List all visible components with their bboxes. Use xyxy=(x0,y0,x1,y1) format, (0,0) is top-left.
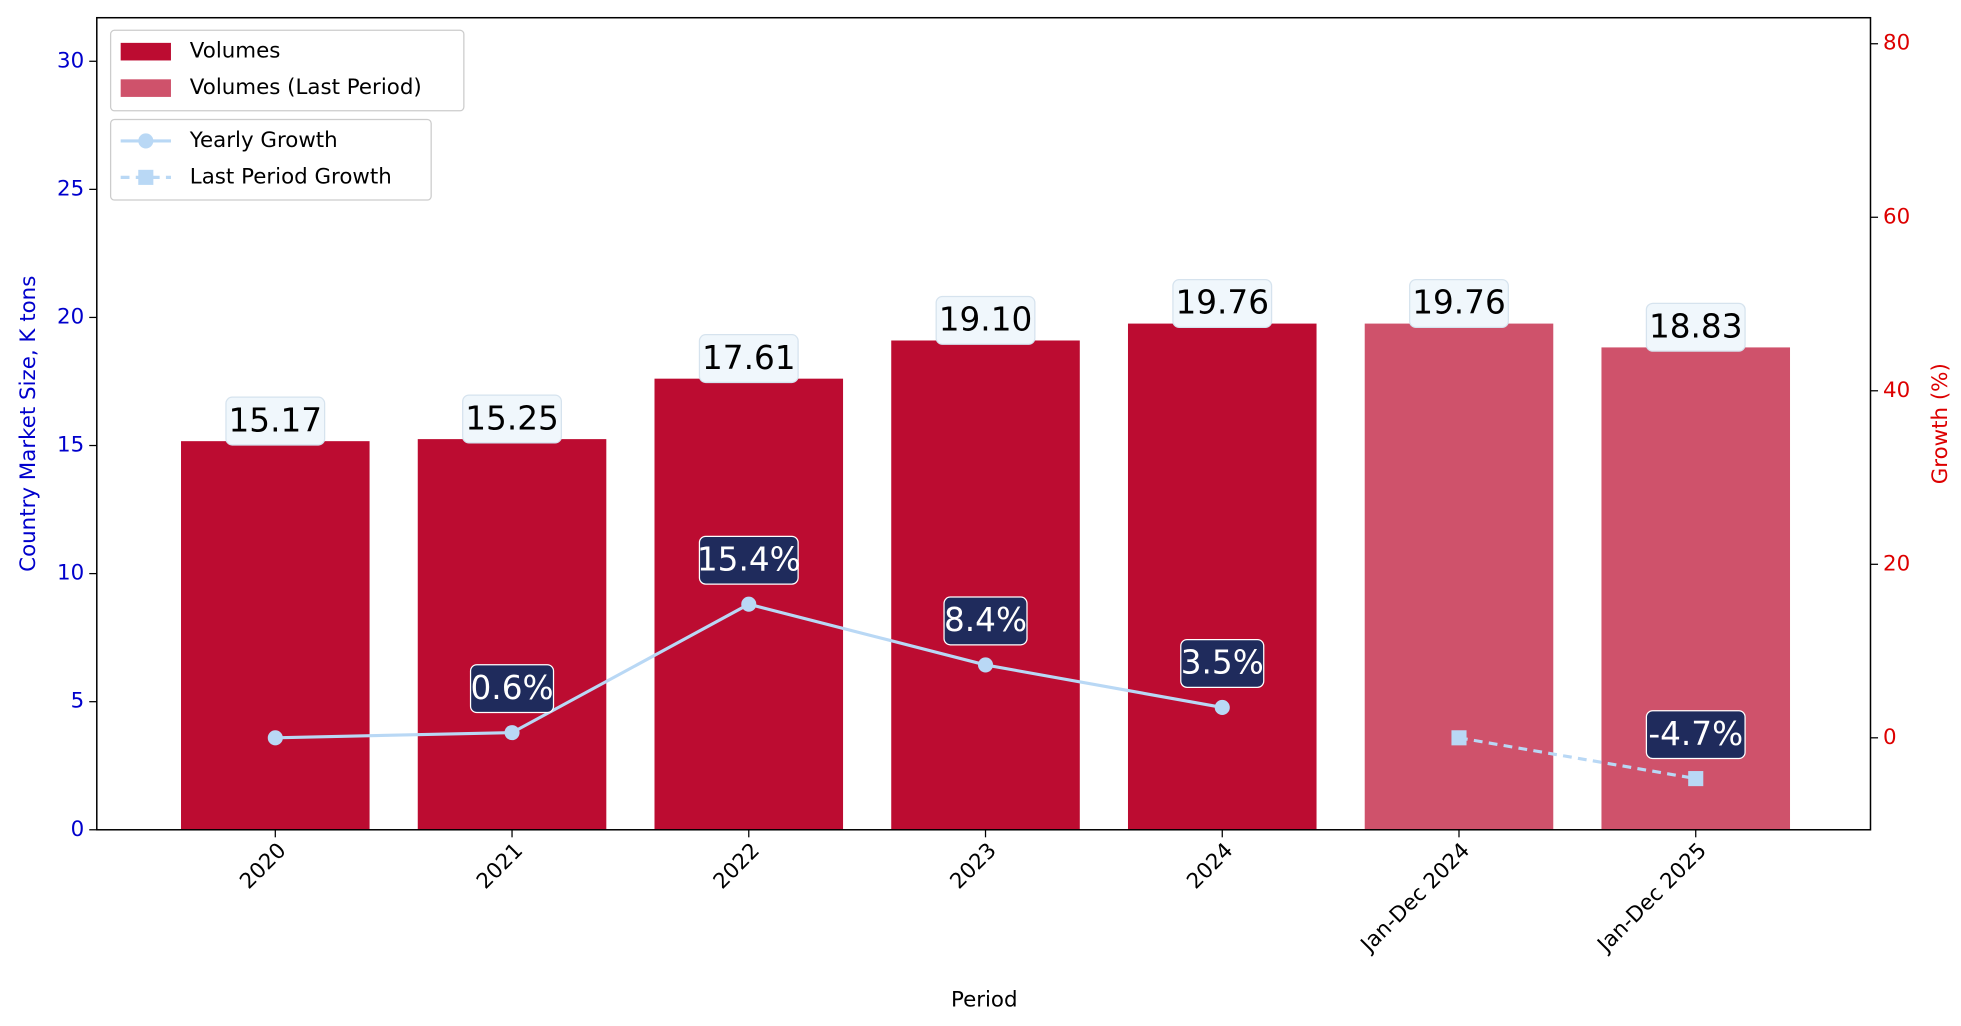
data-label-box xyxy=(943,596,1028,646)
legend-label: Last Period Growth xyxy=(190,164,392,189)
legend-marker xyxy=(138,133,154,149)
x-tick-label: 2021 xyxy=(472,838,528,894)
x-tick-label: 2020 xyxy=(235,838,291,894)
marker xyxy=(977,657,994,673)
x-tick-label: 2022 xyxy=(709,838,765,894)
bar xyxy=(417,439,607,830)
data-label-box xyxy=(698,334,799,384)
y2-tick-label: 80 xyxy=(1883,31,1910,56)
marker xyxy=(741,596,757,612)
y-tick-label: 30 xyxy=(57,48,84,73)
y-tick-label: 20 xyxy=(57,304,84,329)
plot-frame xyxy=(96,16,1872,831)
data-label-box xyxy=(1172,278,1273,328)
legend-swatch xyxy=(120,79,171,97)
y2-tick-label: 20 xyxy=(1883,551,1910,576)
marker xyxy=(1451,730,1467,746)
data-label-box xyxy=(698,535,799,585)
bar xyxy=(181,441,370,830)
y2-tick-label: 0 xyxy=(1883,725,1897,750)
data-label: 15.25 xyxy=(465,399,559,437)
y-axis-label: Country Market Size, K tons xyxy=(16,276,41,572)
data-label: 19.76 xyxy=(1175,284,1269,322)
data-label: 19.10 xyxy=(939,301,1033,339)
marker xyxy=(1688,771,1704,787)
y-tick-label: 0 xyxy=(71,817,85,842)
y-tick-label: 5 xyxy=(71,689,85,714)
legend-label: Yearly Growth xyxy=(189,128,338,153)
marker xyxy=(504,725,520,741)
line xyxy=(1458,736,1697,781)
y2-tick-label: 40 xyxy=(1883,378,1910,403)
legend-swatch xyxy=(120,42,171,61)
data-label: 19.76 xyxy=(1412,284,1506,322)
y2-axis-label: Growth (%) xyxy=(1928,363,1953,484)
bar xyxy=(1127,323,1317,830)
data-label-box xyxy=(225,396,326,446)
y-tick-label: 25 xyxy=(57,176,84,201)
legend-box xyxy=(109,118,432,201)
data-label: 15.4% xyxy=(697,540,801,578)
data-label: 8.4% xyxy=(944,601,1027,639)
x-axis-label: Period xyxy=(951,988,1018,1013)
legend-box xyxy=(109,29,465,112)
legend-marker xyxy=(138,169,154,185)
y-tick-label: 15 xyxy=(57,433,84,458)
data-label: -4.7% xyxy=(1648,715,1743,753)
data-label-box xyxy=(1180,638,1265,688)
data-label: 0.6% xyxy=(471,669,554,707)
legend-label: Volumes xyxy=(190,39,281,64)
marker xyxy=(267,730,283,746)
data-label-box xyxy=(1645,710,1746,760)
data-label: 18.83 xyxy=(1649,308,1743,346)
y-tick-label: 10 xyxy=(57,561,84,586)
data-label-box xyxy=(1409,278,1509,328)
legend-label: Volumes (Last Period) xyxy=(190,75,422,100)
bar xyxy=(1364,323,1554,830)
data-label: 3.5% xyxy=(1181,644,1264,682)
x-tick-label: Jan-Dec 2025 xyxy=(1591,838,1711,958)
bar xyxy=(891,340,1080,830)
data-label-box xyxy=(469,664,555,714)
x-tick-label: 2023 xyxy=(945,838,1001,894)
data-label: 15.17 xyxy=(229,401,323,439)
data-label-box xyxy=(1645,302,1746,352)
x-tick-label: 2024 xyxy=(1182,838,1238,894)
y2-tick-label: 60 xyxy=(1883,204,1910,229)
marker xyxy=(1214,699,1230,715)
data-label: 17.61 xyxy=(702,339,796,377)
data-label-box xyxy=(935,295,1036,345)
x-tick-label: Jan-Dec 2024 xyxy=(1355,838,1475,958)
data-label-box xyxy=(462,394,563,444)
